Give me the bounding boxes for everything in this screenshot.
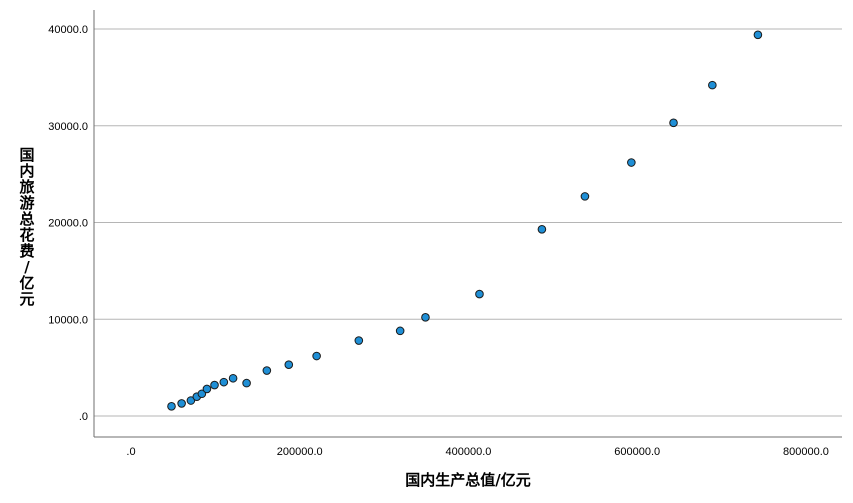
grid-lines — [94, 28, 842, 417]
data-point — [537, 224, 547, 234]
y-axis-title-char: 游 — [19, 194, 34, 212]
data-point — [242, 378, 251, 388]
y-tick-label: 30000.0 — [48, 121, 88, 133]
y-tick-label: 20000.0 — [48, 218, 88, 230]
y-axis-title-char: 总 — [19, 210, 34, 228]
y-axis-title-char: 内 — [19, 162, 34, 180]
y-axis-title-char: 元 — [19, 290, 34, 308]
data-point — [354, 336, 364, 345]
data-point — [669, 118, 678, 128]
data-point — [202, 384, 212, 394]
data-point — [395, 326, 405, 336]
x-tick-label: .0 — [126, 446, 135, 458]
data-point — [167, 402, 176, 411]
data-point — [197, 389, 207, 399]
y-tick-label: 10000.0 — [48, 314, 88, 326]
x-tick-label: 400000.0 — [446, 446, 492, 458]
y-axis-title-char: 国 — [19, 146, 34, 164]
x-tick-label: 200000.0 — [277, 446, 323, 458]
data-point — [284, 360, 294, 370]
data-point — [210, 380, 219, 390]
data-point — [177, 399, 186, 408]
y-axis-title-char: 花 — [19, 226, 34, 244]
y-axis-title-char: / — [24, 258, 30, 276]
y-axis-title-char: 旅 — [19, 178, 34, 196]
x-tick-labels: .0 200000.0 400000.0 600000.0 800000.0 — [126, 446, 829, 458]
data-point — [475, 289, 484, 299]
y-tick-label: 40000.0 — [48, 24, 88, 36]
y-tick-label: .0 — [79, 411, 88, 423]
data-point — [228, 373, 238, 383]
y-axis-title-char: 费 — [19, 242, 34, 260]
x-tick-label: 800000.0 — [783, 446, 829, 458]
axes — [93, 10, 842, 438]
data-point — [186, 396, 196, 405]
data-points — [167, 30, 763, 411]
data-point — [262, 366, 272, 375]
data-point — [580, 192, 590, 201]
y-axis-title-char: 亿 — [19, 274, 34, 292]
data-point — [753, 30, 763, 40]
data-point — [708, 80, 717, 90]
data-point — [312, 351, 321, 361]
x-tick-label: 600000.0 — [614, 446, 660, 458]
data-point — [421, 313, 430, 322]
y-tick-labels: .0 10000.0 20000.0 30000.0 40000.0 — [48, 24, 88, 423]
x-axis-title: 国内生产总值/亿元 — [405, 471, 530, 489]
data-point — [627, 158, 636, 167]
data-point — [219, 377, 229, 387]
